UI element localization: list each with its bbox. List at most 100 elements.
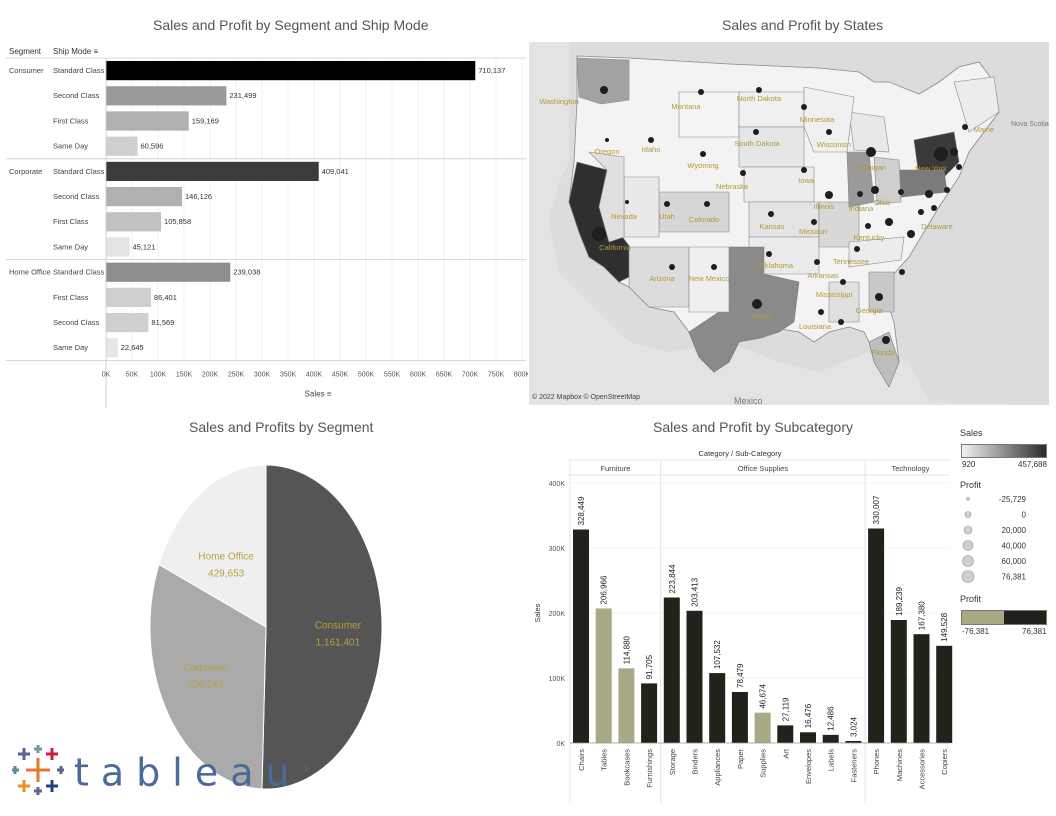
panel1-title: Sales and Profit by Segment and Ship Mod… — [153, 17, 429, 33]
bar-value-label: 22,645 — [121, 343, 144, 352]
state-label: Maine — [974, 125, 994, 134]
state-profit-marker — [592, 227, 606, 241]
state-profit-marker — [600, 86, 608, 94]
shipmode-header: Ship Mode ≡ — [53, 47, 98, 56]
region-label: Nova Scotia — [1011, 121, 1049, 128]
subcategory-bar — [913, 634, 930, 743]
state-profit-marker — [704, 201, 710, 207]
bar — [106, 262, 231, 282]
subcategory-label: Machines — [895, 749, 904, 781]
state-label: Minnesota — [800, 115, 835, 124]
pie-slice — [261, 464, 383, 790]
pie-slice — [149, 563, 267, 790]
x-tick-label: 0K — [102, 371, 111, 378]
bar-value-label: 78,479 — [736, 663, 745, 688]
bar-value-label: 3,024 — [849, 716, 858, 737]
subcategory-bar — [573, 529, 589, 743]
state-label: Mississippi — [816, 290, 853, 299]
state-label: Oklahoma — [759, 261, 794, 270]
state-profit-marker — [698, 89, 704, 95]
subcategory-bar — [800, 732, 816, 743]
subcategory-bar — [686, 610, 703, 743]
state-label: Indiana — [849, 204, 874, 213]
states-map[interactable]: Mexico Nova Scotia Washington Montana Nort… — [529, 42, 1049, 405]
state-profit-marker — [950, 148, 958, 156]
size-legend-circle — [966, 497, 970, 501]
shipmode-label: Same Day — [53, 142, 88, 151]
bar — [106, 287, 151, 307]
bar — [106, 86, 227, 106]
profit-color-legend — [961, 610, 1047, 625]
subcategory-bar — [936, 645, 953, 743]
state-profit-marker — [857, 191, 863, 197]
state-profit-marker — [918, 209, 924, 215]
bar — [106, 338, 118, 358]
bar-value-label: 159,169 — [192, 116, 219, 125]
state-label: Idaho — [642, 145, 661, 154]
x-tick-label: 550K — [384, 371, 401, 378]
pie-slice-value: 706,146 — [187, 680, 224, 691]
subcategory-label: Supplies — [759, 749, 768, 778]
sales-legend-max: 457,688 — [1018, 460, 1047, 469]
state-label: Louisiana — [799, 322, 832, 331]
tableau-logo: tableau® — [12, 744, 311, 796]
state-florida — [868, 331, 900, 388]
subcategory-label: Labels — [827, 749, 836, 771]
subcategory-label: Bookcases — [622, 749, 631, 786]
state-label: Missouri — [799, 227, 827, 236]
x-tick-label: 350K — [280, 371, 297, 378]
segment-pie-chart: Consumer 1,161,401 Corporate 706,146 Home Of… — [149, 464, 383, 790]
state-label: Oregon — [594, 147, 619, 156]
state-label: North Dakota — [737, 94, 782, 103]
bar-value-label: 46,674 — [759, 684, 768, 709]
bar — [106, 61, 476, 81]
category-label: Technology — [892, 464, 930, 473]
state-profit-marker — [766, 251, 772, 257]
segment-label: Consumer — [9, 66, 44, 75]
shipmode-label: Same Day — [53, 242, 88, 251]
subcategory-bar — [709, 673, 726, 743]
subcategory-bar — [595, 608, 612, 743]
state-label: Tennessee — [833, 257, 869, 266]
x-tick-label: 500K — [358, 371, 375, 378]
state-profit-marker — [944, 187, 950, 193]
size-legend-title: Profit — [960, 480, 982, 490]
y-tick-label: 400K — [549, 481, 566, 488]
panel2-title: Sales and Profit by States — [722, 17, 884, 33]
bar-value-label: 206,966 — [600, 575, 609, 604]
state-profit-marker — [801, 167, 807, 173]
x-tick-label: 100K — [150, 371, 167, 378]
panel3-title: Sales and Profits by Segment — [189, 419, 374, 435]
pie-slice — [158, 464, 267, 628]
pie-slice-name: Corporate — [183, 663, 228, 674]
pie-slice-value: 429,653 — [208, 569, 245, 580]
state-label: Arizona — [649, 274, 675, 283]
color-legend-max: 76,381 — [1022, 627, 1047, 636]
shipmode-label: First Class — [53, 116, 89, 125]
bar-value-label: 167,380 — [918, 601, 927, 630]
country-label: Mexico — [734, 396, 763, 405]
subcategory-label: Art — [781, 748, 790, 759]
subcategory-bar — [754, 712, 771, 743]
x-axis-title: Sales ≡ — [305, 389, 332, 398]
map-attribution: © 2022 Mapbox © OpenStreetMap — [532, 393, 640, 401]
bar-value-label: 107,532 — [713, 640, 722, 669]
state-pennsylvania — [898, 169, 948, 198]
category-label: Furniture — [600, 464, 630, 473]
bar-value-label: 189,239 — [895, 587, 904, 616]
state-profit-marker — [826, 129, 832, 135]
state-texas — [688, 246, 800, 373]
subcategory-label: Furnishings — [645, 749, 654, 788]
state-profit-marker — [756, 87, 762, 93]
state-profit-marker — [898, 189, 904, 195]
state-profit-marker — [962, 124, 968, 130]
state-profit-marker — [811, 219, 817, 225]
bar — [106, 161, 319, 181]
state-profit-marker — [752, 299, 762, 309]
state-label: Washington — [539, 97, 578, 106]
x-tick-label: 50K — [126, 371, 139, 378]
bar — [106, 212, 162, 232]
bar — [106, 111, 189, 131]
x-tick-label: 450K — [332, 371, 349, 378]
state-label: Utah — [659, 212, 675, 221]
